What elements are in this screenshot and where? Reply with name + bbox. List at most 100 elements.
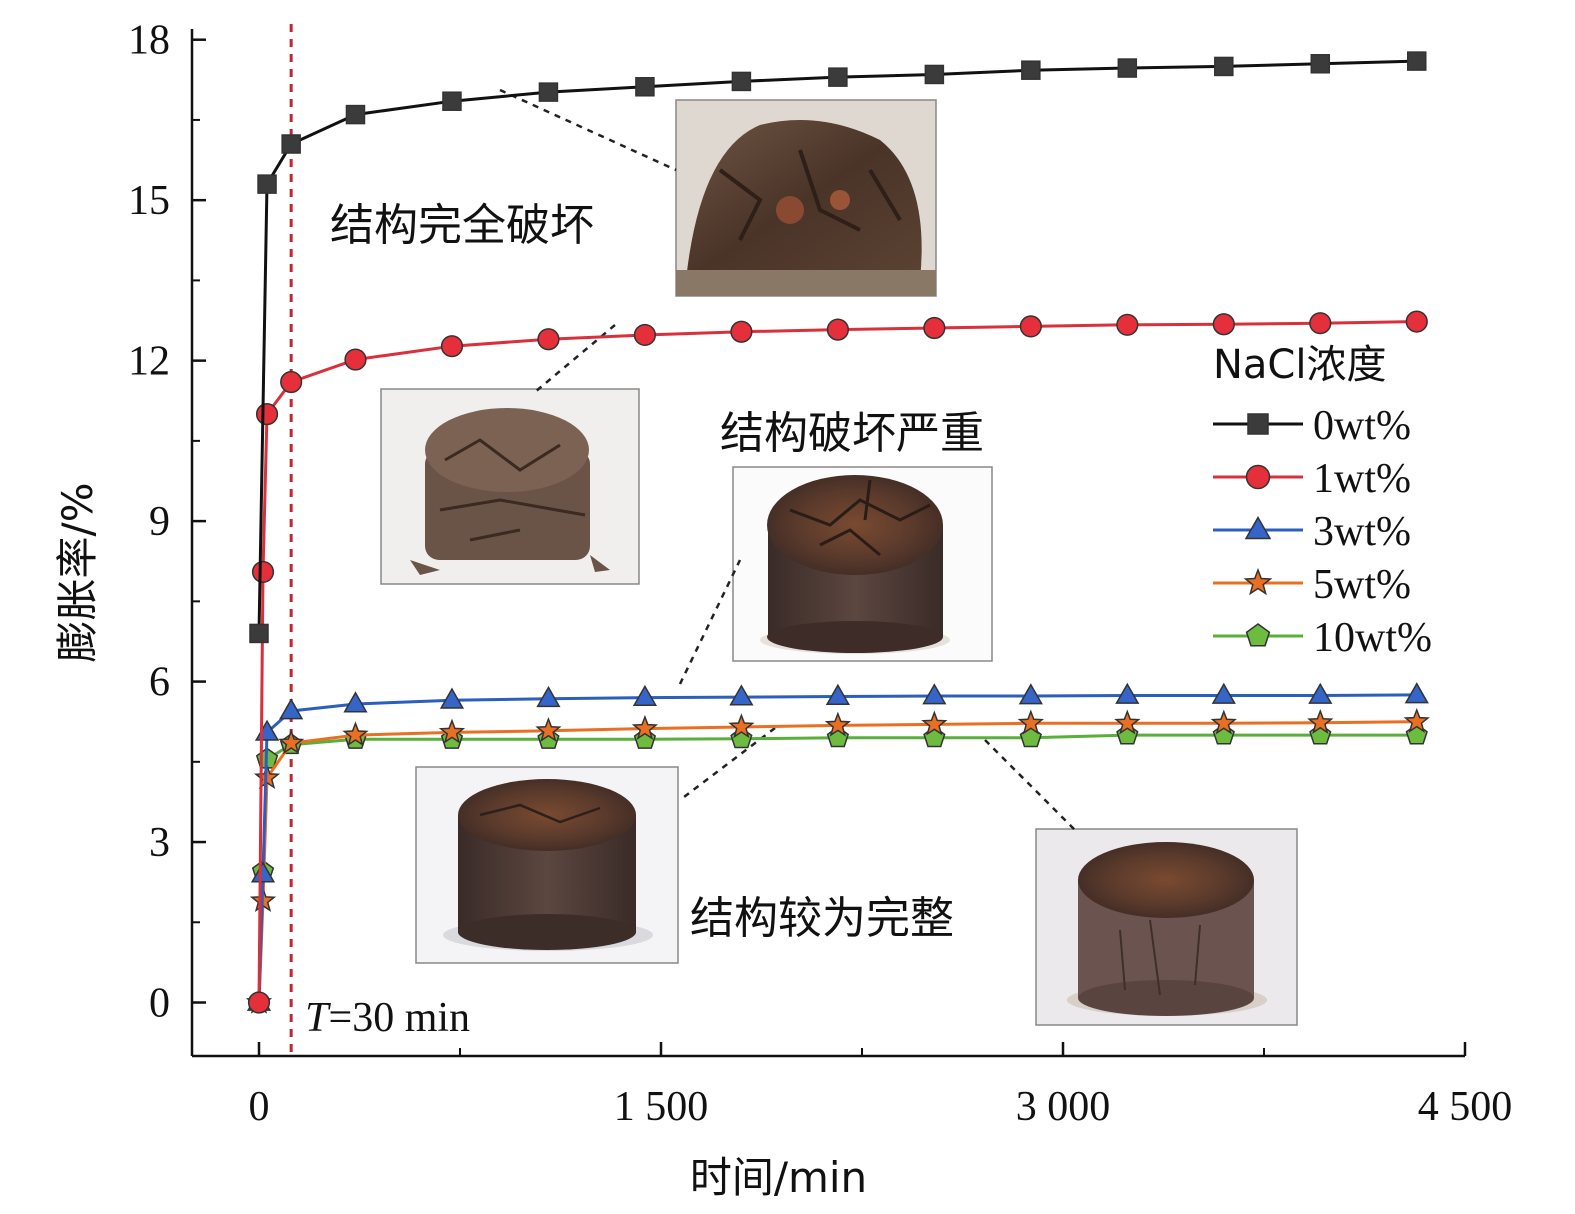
- data-point: [1017, 709, 1044, 735]
- data-point: [633, 323, 657, 347]
- data-point: [1211, 682, 1236, 704]
- series-1wt%: [247, 310, 1428, 1014]
- x-tick-label: 3 000: [1016, 1084, 1111, 1130]
- legend-label: 5wt%: [1313, 562, 1411, 608]
- x-tick-label: 1 500: [614, 1084, 709, 1130]
- data-point: [442, 91, 462, 111]
- data-point: [250, 861, 276, 883]
- legend-marker: [1245, 464, 1271, 490]
- sample-photos: [380, 99, 1298, 1026]
- data-point: [1407, 51, 1427, 71]
- data-point: [537, 328, 560, 351]
- axes: 0 3 6 9 12 15 18 0 1 500 3 000 4 500 时间/min 膨胀率/% T=3…: [53, 18, 1512, 1202]
- data-point: [342, 721, 369, 747]
- data-point: [1212, 313, 1235, 336]
- data-point: [1019, 726, 1042, 748]
- data-point: [343, 691, 368, 713]
- series-0wt%: [249, 51, 1427, 644]
- leader-5wt: [679, 727, 776, 801]
- photo-1wt-sample: [380, 388, 640, 585]
- data-point: [635, 77, 655, 97]
- leader-3wt: [678, 559, 742, 685]
- data-point: [731, 71, 752, 92]
- data-point: [632, 684, 658, 707]
- series-line: [257, 720, 1417, 1003]
- photo-0wt-sample: [675, 99, 937, 297]
- data-point: [1404, 682, 1429, 704]
- y-tick-label: 12: [128, 339, 170, 385]
- leader-10wt: [984, 739, 1076, 831]
- data-point: [729, 684, 754, 706]
- legend-marker: [1247, 413, 1269, 435]
- legend-label: 1wt%: [1313, 456, 1411, 502]
- y-tick-label: 0: [149, 981, 170, 1027]
- annotation-destroyed: 结构完全破坏: [330, 200, 594, 251]
- y-tick-label: 15: [128, 178, 170, 224]
- series-line: [257, 733, 1417, 1003]
- x-tick-label: 0: [249, 1084, 270, 1130]
- data-point: [1018, 683, 1043, 705]
- annotation-intact: 结构较为完整: [690, 893, 954, 944]
- data-point: [439, 687, 465, 709]
- data-point: [255, 403, 279, 426]
- annotations: 结构完全破坏 结构破坏严重 结构较为完整: [330, 200, 984, 944]
- data-point: [247, 991, 271, 1014]
- y-axis-title: 膨胀率/%: [53, 482, 102, 662]
- photo-3wt-sample: [732, 466, 993, 662]
- data-point: [278, 729, 305, 755]
- data-point: [825, 683, 850, 705]
- data-point: [251, 560, 275, 584]
- y-tick-label: 3: [149, 820, 170, 866]
- data-point: [279, 698, 304, 720]
- y-tick-label: 6: [149, 660, 170, 706]
- legend-marker: [1244, 515, 1272, 540]
- data-point: [280, 370, 303, 394]
- data-point: [344, 348, 367, 371]
- data-point: [1308, 682, 1333, 704]
- legend-label: 10wt%: [1313, 615, 1432, 661]
- leader-0wt: [499, 88, 677, 172]
- legend-label: 0wt%: [1313, 403, 1411, 449]
- legend-marker: [1243, 567, 1273, 596]
- series-line: [257, 320, 1417, 1003]
- data-point: [1405, 310, 1428, 333]
- data-point: [1310, 54, 1331, 74]
- data-point: [824, 711, 852, 737]
- photo-10wt-sample: [1035, 828, 1298, 1026]
- data-point: [257, 174, 277, 194]
- reference-line-label: T=30 min: [305, 995, 470, 1041]
- data-point: [440, 335, 464, 358]
- data-point: [1115, 682, 1140, 704]
- data-point: [345, 104, 366, 125]
- data-point: [1021, 60, 1041, 80]
- x-axis-title: 时间/min: [690, 1153, 867, 1202]
- data-point: [249, 623, 269, 644]
- data-point: [1309, 312, 1332, 335]
- data-point: [1214, 56, 1234, 77]
- data-point: [438, 718, 466, 744]
- x-tick-label: 4 500: [1418, 1084, 1513, 1130]
- data-point: [631, 714, 659, 740]
- data-point: [1114, 709, 1141, 735]
- legend-label: 3wt%: [1313, 509, 1411, 555]
- data-point: [535, 716, 562, 742]
- data-point: [1403, 707, 1430, 733]
- data-point: [728, 713, 755, 739]
- series-5wt%: [245, 707, 1430, 1014]
- data-point: [922, 683, 947, 705]
- data-point: [1210, 709, 1237, 735]
- y-tick-label: 18: [128, 18, 170, 64]
- data-point: [1019, 315, 1042, 338]
- data-point: [826, 318, 849, 341]
- data-point: [281, 134, 301, 154]
- data-point: [1307, 708, 1334, 734]
- series-line: [257, 693, 1417, 1003]
- data-point: [921, 710, 948, 736]
- legend: NaCl浓度 0wt% 1wt% 3wt% 5wt% 10wt%: [1213, 342, 1432, 661]
- legend-marker: [1245, 623, 1271, 647]
- data-point: [923, 316, 946, 340]
- data-point: [536, 685, 561, 708]
- data-point: [538, 82, 559, 102]
- data-point: [1116, 313, 1139, 336]
